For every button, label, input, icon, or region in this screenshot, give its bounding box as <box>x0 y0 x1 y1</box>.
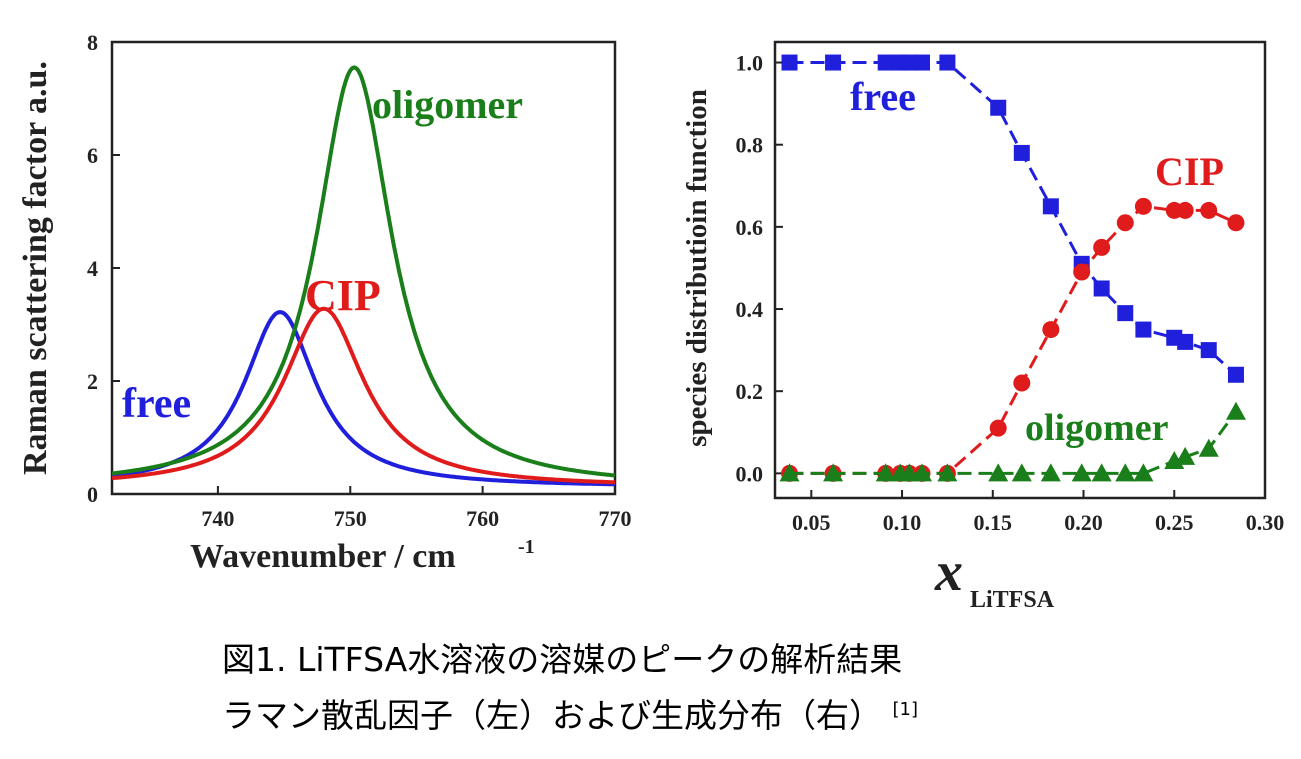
right-label-free: free <box>850 74 916 119</box>
right-xtick-label: 0.10 <box>883 510 922 535</box>
right-point-cip <box>1200 201 1218 219</box>
right-xtick-label: 0.20 <box>1064 510 1103 535</box>
right-point-free <box>1117 305 1134 322</box>
figure-caption: 図1. LiTFSA水溶液の溶媒のピークの解析結果 ラマン散乱因子（左）および生… <box>222 635 1282 741</box>
left-xtick-label: 770 <box>599 506 632 531</box>
right-ytick-label: 1.0 <box>736 51 764 76</box>
left-ytick-label: 0 <box>87 482 98 507</box>
caption-line-1: 図1. LiTFSA水溶液の溶媒のピークの解析結果 <box>222 640 903 679</box>
right-point-free <box>1227 366 1244 383</box>
right-point-cip <box>989 419 1007 437</box>
right-point-oligomer <box>1040 463 1061 482</box>
left-xlabel-sup: -1 <box>518 536 535 558</box>
right-point-oligomer <box>899 463 920 482</box>
left-chart: 740 750 760 770 0 2 4 6 8 free CIP oligomer Rama… <box>17 30 632 575</box>
right-point-cip <box>1042 321 1060 339</box>
right-point-cip <box>1093 238 1111 256</box>
right-chart: 0.05 0.10 0.15 0.20 0.25 0.30 0.0 0.2 0.4 0.6 0.8 1… <box>681 40 1285 613</box>
right-label-oligomer: oligomer <box>1025 407 1169 449</box>
right-point-free <box>1177 333 1194 350</box>
right-point-cip <box>1227 214 1245 232</box>
right-point-free <box>825 54 842 71</box>
right-ytick-label: 0.4 <box>736 297 764 322</box>
right-point-oligomer <box>1225 401 1246 420</box>
right-point-oligomer <box>1091 463 1112 482</box>
right-axis-ticks: 0.05 0.10 0.15 0.20 0.25 0.30 0.0 0.2 0.4 0.6 0.8 1… <box>736 51 1285 535</box>
left-label-free: free <box>122 381 191 427</box>
right-xlabel-sub: LiTFSA <box>970 587 1055 613</box>
right-xtick-label: 0.30 <box>1246 510 1285 535</box>
caption-reference: [1] <box>892 699 919 720</box>
right-point-oligomer <box>988 463 1009 482</box>
left-xtick-label: 740 <box>201 506 234 531</box>
right-point-oligomer <box>1198 438 1219 457</box>
right-point-cip <box>1176 201 1194 219</box>
right-point-cip <box>1116 214 1134 232</box>
left-line-cip <box>111 306 615 485</box>
right-ytick-label: 0.8 <box>736 133 764 158</box>
right-point-free <box>939 54 956 71</box>
right-xtick-label: 0.05 <box>792 510 831 535</box>
right-point-free <box>1042 198 1059 215</box>
right-point-cip <box>1134 197 1152 215</box>
right-ytick-label: 0.2 <box>736 379 764 404</box>
left-ylabel: Raman scattering factor a.u. <box>17 61 54 475</box>
left-xlabel: Wavenumber / cm <box>190 538 456 575</box>
right-point-oligomer <box>823 463 844 482</box>
right-point-oligomer <box>779 463 800 482</box>
right-label-cip: CIP <box>1155 149 1224 194</box>
right-point-oligomer <box>875 463 896 482</box>
left-line-free <box>111 310 615 487</box>
right-point-oligomer <box>937 463 958 482</box>
left-label-cip: CIP <box>305 271 381 320</box>
right-ylabel: species distributioin function <box>681 89 713 447</box>
left-line-oligomer <box>111 65 616 478</box>
right-xtick-label: 0.15 <box>974 510 1013 535</box>
right-point-free <box>1200 342 1217 359</box>
caption-line-2-text: ラマン散乱因子（左）および生成分布（右） <box>222 696 882 735</box>
left-ytick-label: 8 <box>87 30 98 55</box>
right-point-free <box>990 99 1007 116</box>
right-plot-frame <box>773 40 1267 500</box>
right-point-free <box>901 54 918 71</box>
right-point-oligomer <box>1071 463 1092 482</box>
left-axis-ticks: 740 750 760 770 0 2 4 6 8 <box>87 30 632 531</box>
left-xtick-label: 760 <box>466 506 499 531</box>
right-point-oligomer <box>1133 463 1154 482</box>
right-point-oligomer <box>1175 446 1196 465</box>
left-ytick-label: 4 <box>87 256 98 281</box>
left-xtick-label: 750 <box>334 506 367 531</box>
right-ytick-label: 0.6 <box>736 215 764 240</box>
right-point-free <box>1093 280 1110 297</box>
right-series <box>779 54 1246 482</box>
right-point-free <box>1013 144 1030 161</box>
right-point-free <box>914 54 930 71</box>
right-point-free <box>1135 321 1152 338</box>
caption-line-2: ラマン散乱因子（左）および生成分布（右） [1] <box>222 685 1282 741</box>
right-ytick-label: 0.0 <box>736 461 764 486</box>
right-point-cip <box>1013 374 1031 392</box>
right-point-free <box>877 54 894 71</box>
right-xtick-label: 0.25 <box>1155 510 1194 535</box>
right-point-free <box>781 54 798 71</box>
left-series-lines <box>111 65 616 487</box>
right-point-cip <box>1073 263 1091 281</box>
right-point-oligomer <box>1011 463 1032 482</box>
left-label-oligomer: oligomer <box>372 82 523 127</box>
left-ytick-label: 2 <box>87 369 98 394</box>
right-point-oligomer <box>912 463 932 482</box>
left-ytick-label: 6 <box>87 143 98 168</box>
right-xlabel-main: x <box>934 541 963 603</box>
right-point-oligomer <box>1115 463 1136 482</box>
